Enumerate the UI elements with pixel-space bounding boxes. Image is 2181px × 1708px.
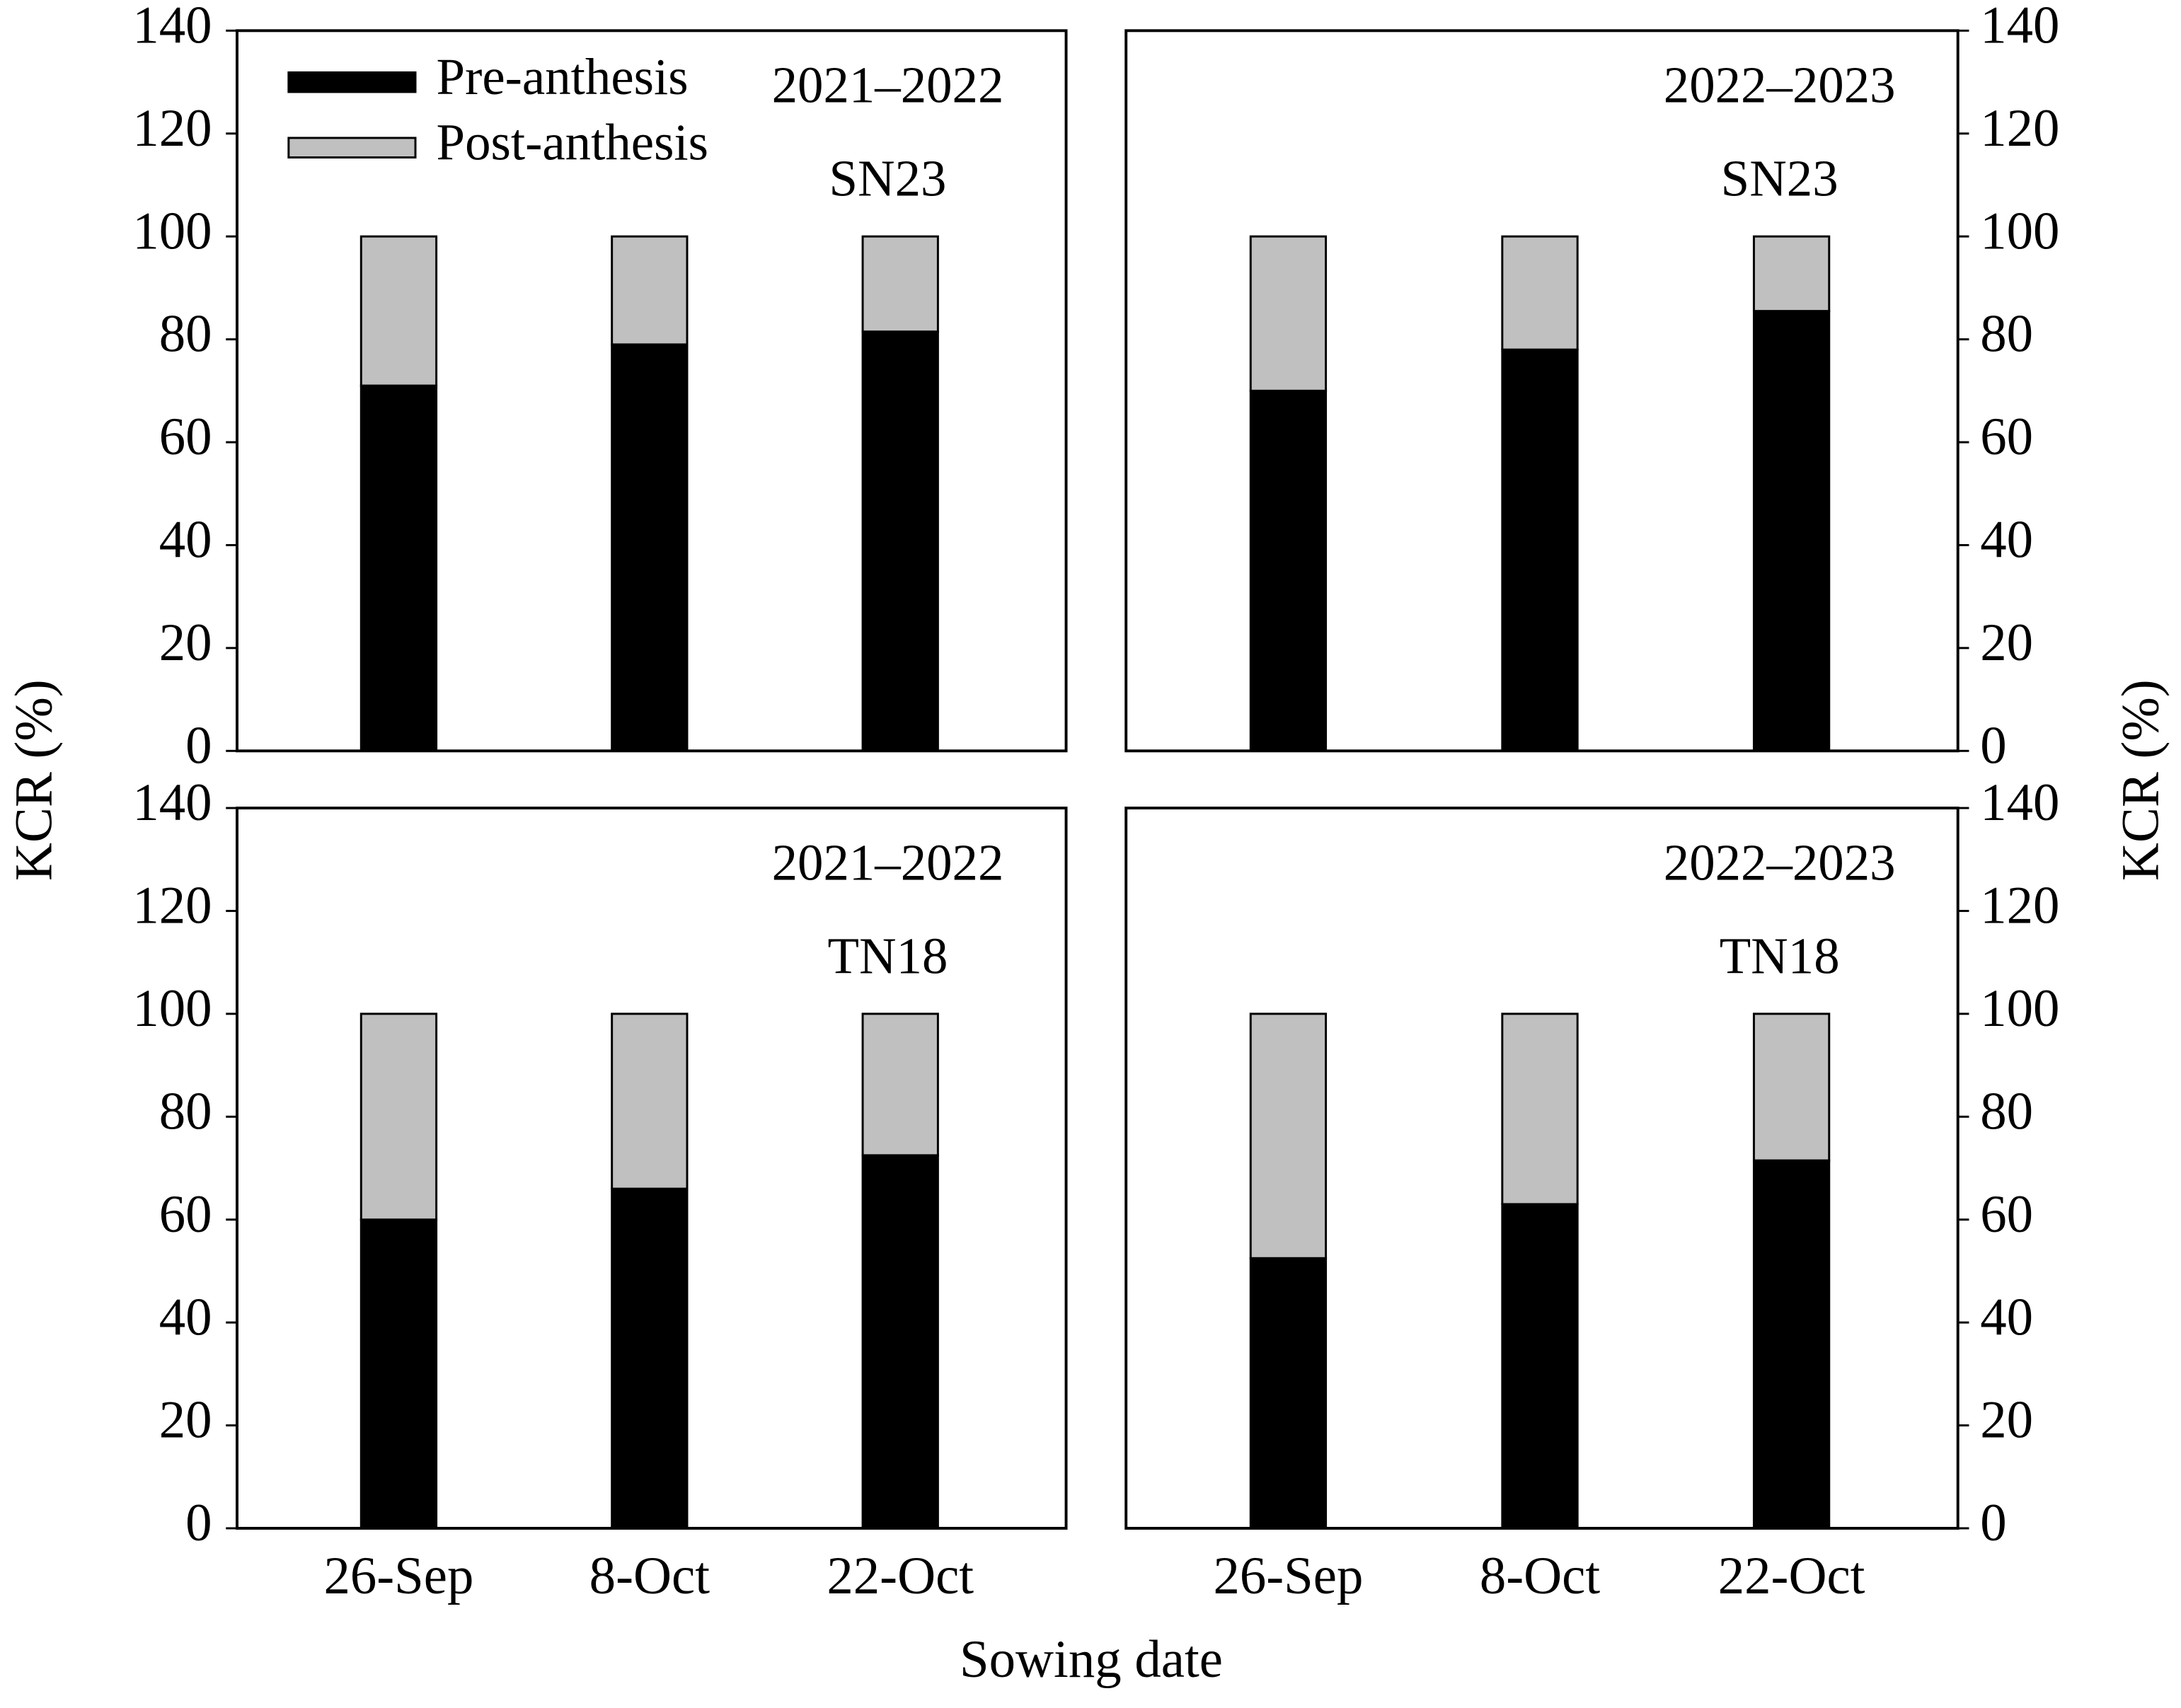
plot-frame xyxy=(1124,807,1960,1530)
legend-label: Post-anthesis xyxy=(437,113,708,171)
y-tick-label: 60 xyxy=(1980,1185,2033,1244)
bar-segment xyxy=(861,330,939,752)
plot-frame xyxy=(236,29,1068,753)
y-tick-label: 120 xyxy=(1980,877,2059,935)
y-tick-label: 20 xyxy=(159,1391,212,1450)
bar-segment xyxy=(359,384,438,752)
annotation: SN23 xyxy=(1721,150,1838,207)
y-tick-label: 80 xyxy=(1980,305,2033,364)
bar-segment xyxy=(1501,348,1579,752)
annotation: 2022–2023 xyxy=(1664,833,1896,891)
annotation: 2022–2023 xyxy=(1664,57,1896,114)
bar-segment xyxy=(359,1218,438,1530)
y-tick-label: 100 xyxy=(1980,979,2059,1038)
x-tick-label: 22-Oct xyxy=(1718,1547,1865,1605)
y-tick-label: 100 xyxy=(1980,202,2059,260)
y-tick-label: 140 xyxy=(1980,773,2059,832)
y-tick-label: 40 xyxy=(159,511,212,570)
bar-segment xyxy=(1249,1012,1328,1259)
bar-segment xyxy=(1752,1012,1831,1162)
y-tick-label: 120 xyxy=(132,877,212,935)
x-tick-label: 8-Oct xyxy=(1480,1547,1601,1605)
annotation: TN18 xyxy=(1720,927,1840,984)
y-tick-label: 80 xyxy=(159,305,212,364)
bar-segment xyxy=(1501,235,1579,351)
y-tick-label: 0 xyxy=(1980,1494,2006,1552)
y-tick-label: 80 xyxy=(159,1082,212,1141)
legend-label: Pre-anthesis xyxy=(437,48,689,105)
legend-swatch xyxy=(287,71,417,93)
y-tick-label: 0 xyxy=(185,716,212,775)
bar-segment xyxy=(611,1012,689,1190)
y-tick-label: 20 xyxy=(159,613,212,672)
y-tick-label: 80 xyxy=(1980,1082,2033,1141)
x-tick-label: 26-Sep xyxy=(323,1547,473,1605)
bar-segment xyxy=(1752,310,1831,752)
bar-segment xyxy=(1501,1203,1579,1530)
bar-segment xyxy=(359,235,438,387)
bar-segment xyxy=(1752,235,1831,313)
y-tick-label: 20 xyxy=(1980,1391,2033,1450)
bar-segment xyxy=(359,1012,438,1221)
bar-segment xyxy=(611,343,689,752)
y-tick-label: 140 xyxy=(132,0,212,54)
y-tick-label: 120 xyxy=(1980,99,2059,158)
x-axis-label: Sowing date xyxy=(960,1630,1223,1689)
y-tick-label: 40 xyxy=(159,1288,212,1346)
x-tick-label: 8-Oct xyxy=(589,1547,710,1605)
bar-segment xyxy=(611,1187,689,1530)
annotation: SN23 xyxy=(829,150,947,207)
y-tick-label: 60 xyxy=(159,408,212,466)
bar-segment xyxy=(1249,235,1328,392)
bar-segment xyxy=(861,1012,939,1157)
bar-segment xyxy=(1752,1159,1831,1530)
annotation: 2021–2022 xyxy=(772,57,1004,114)
bar-segment xyxy=(1249,389,1328,752)
plot-frame xyxy=(1124,29,1960,753)
y-tick-label: 140 xyxy=(1980,0,2059,54)
y-tick-label: 120 xyxy=(132,99,212,158)
y-tick-label: 40 xyxy=(1980,511,2033,570)
bar-segment xyxy=(861,1154,939,1530)
y-tick-label: 60 xyxy=(159,1185,212,1244)
y-tick-label: 60 xyxy=(1980,408,2033,466)
y-tick-label: 100 xyxy=(132,979,212,1038)
plot-frame xyxy=(236,807,1068,1530)
bar-segment xyxy=(611,235,689,346)
annotation: 2021–2022 xyxy=(772,833,1004,891)
y-tick-label: 100 xyxy=(132,202,212,260)
x-tick-label: 22-Oct xyxy=(827,1547,974,1605)
y-tick-label: 20 xyxy=(1980,613,2033,672)
bar-segment xyxy=(1249,1257,1328,1530)
y-tick-label: 0 xyxy=(1980,716,2006,775)
y-axis-label: KCR (%) xyxy=(5,679,64,881)
y-tick-label: 0 xyxy=(185,1494,212,1552)
y-tick-label: 40 xyxy=(1980,1288,2033,1346)
bar-segment xyxy=(861,235,939,333)
x-tick-label: 26-Sep xyxy=(1213,1547,1363,1605)
legend-swatch xyxy=(287,137,417,158)
annotation: TN18 xyxy=(828,927,948,984)
bar-segment xyxy=(1501,1012,1579,1206)
y-axis-label: KCR (%) xyxy=(2112,679,2170,881)
y-tick-label: 140 xyxy=(132,773,212,832)
